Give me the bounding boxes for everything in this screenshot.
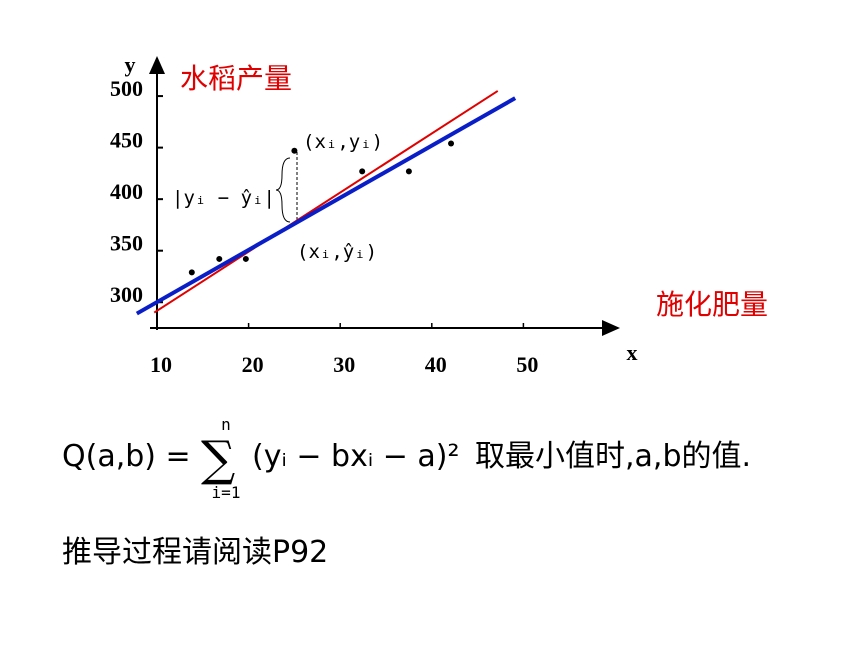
formula-right: (yᵢ − bxᵢ − a)² (252, 439, 460, 474)
x-tick-label: 10 (150, 352, 172, 377)
point (359, 168, 366, 175)
x-axis-title: 施化肥量 (656, 288, 768, 321)
formula-left: Q(a,b) = (62, 439, 191, 474)
annotation: |yᵢ − ŷᵢ| (172, 187, 275, 209)
y-tick-label: 500 (110, 76, 143, 101)
brace (275, 157, 291, 223)
y-label: y (125, 52, 136, 77)
point (188, 269, 195, 276)
point (448, 140, 455, 147)
sigma: ∑ (201, 431, 235, 487)
sum-upper: n (221, 415, 231, 434)
annotation: (xᵢ,ŷᵢ) (297, 241, 377, 263)
note: 推导过程请阅读P92 (62, 535, 328, 570)
formula-tail: 取最小值时,a,b的值. (475, 439, 751, 474)
point (216, 255, 223, 262)
x-tick-label: 40 (425, 352, 447, 377)
point (242, 255, 249, 262)
y-tick-label: 350 (110, 231, 143, 256)
x-tick-label: 20 (242, 352, 264, 377)
x-tick-label: 50 (516, 352, 538, 377)
point (291, 147, 298, 154)
y-tick-label: 300 (110, 282, 143, 307)
x-label: x (627, 340, 638, 365)
y-tick-label: 450 (110, 128, 143, 153)
sum-lower: i=1 (212, 483, 241, 502)
regression-line (153, 90, 499, 314)
x-tick-label: 30 (333, 352, 355, 377)
regression-line (135, 96, 517, 316)
annotation: (xᵢ,yᵢ) (303, 131, 383, 153)
point (405, 168, 412, 175)
y-tick-label: 400 (110, 179, 143, 204)
y-axis-title: 水稻产量 (180, 62, 292, 95)
